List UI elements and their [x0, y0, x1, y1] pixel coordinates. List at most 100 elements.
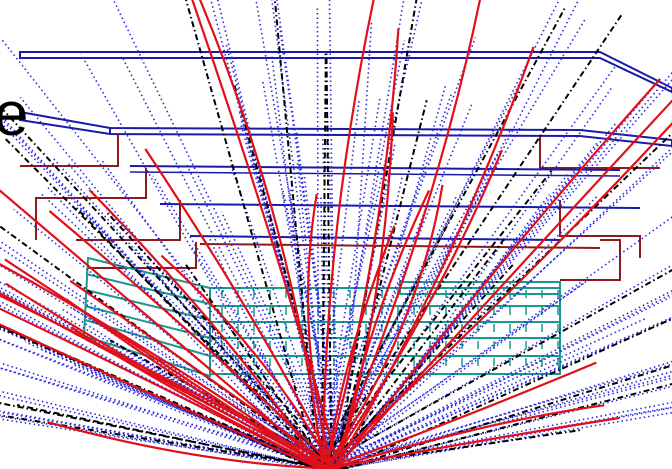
blue-dotted-track: [330, 146, 672, 469]
blue-dotted-track: [315, 317, 647, 469]
red-solid-track: [322, 0, 375, 469]
red-solid-track: [326, 149, 504, 469]
blue-dotted-track: [191, 246, 334, 469]
blue-dotted-track: [325, 0, 405, 469]
blue-dotted-track: [319, 40, 406, 469]
blue-dotted-track: [112, 0, 341, 469]
blue-dotted-track: [0, 246, 337, 469]
blue-dotted-track: [330, 121, 618, 469]
blue-dotted-track: [0, 38, 342, 469]
blue-dotted-track: [336, 128, 512, 469]
blue-dotted-track: [331, 143, 396, 469]
blue-dotted-track: [317, 264, 672, 469]
blue-dotted-track: [321, 289, 672, 469]
blue-dotted-track: [342, 20, 373, 469]
red-solid-track: [333, 99, 672, 469]
red-solid-track: [329, 0, 481, 469]
black-dashdot-track: [325, 50, 333, 469]
black-dashdot-track: [340, 317, 672, 469]
blue-dotted-track: [13, 208, 333, 469]
blue-dotted-track: [316, 91, 453, 469]
blue-dotted-track: [125, 321, 341, 469]
red-solid-track: [324, 184, 444, 469]
blue-dotted-track: [326, 346, 594, 469]
upper-plate: [19, 110, 672, 148]
black-dashdot-track: [314, 269, 672, 469]
black-dashdot-track: [105, 210, 345, 469]
blue-dotted-track: [0, 113, 320, 469]
black-dashdot-track: [316, 13, 624, 469]
blue-dotted-track: [314, 0, 423, 469]
red-solid-track: [88, 189, 321, 469]
blue-dotted-track: [121, 56, 333, 469]
red-solid-track: [47, 421, 340, 469]
blue-dotted-track: [225, 42, 337, 469]
blue-dotted-track: [321, 0, 560, 469]
red-solid-track: [326, 225, 396, 469]
blue-dotted-track: [314, 17, 587, 469]
red-solid-track: [191, 0, 341, 469]
blue-dotted-track: [314, 100, 360, 469]
blue-dotted-track: [327, 316, 672, 469]
black-dashdot-track: [341, 364, 672, 469]
red-solid-track: [327, 416, 620, 469]
blue-dotted-track: [0, 339, 323, 469]
black-dashdot-track: [0, 414, 334, 469]
blue-dotted-track: [0, 411, 333, 469]
red-solid-track: [324, 28, 400, 469]
red-solid-track: [69, 279, 337, 469]
red-solid-track: [160, 254, 335, 469]
red-solid-track: [328, 404, 605, 469]
blue-dotted-track: [0, 281, 341, 469]
red-solid-track: [144, 148, 337, 469]
blue-dotted-track: [281, 188, 346, 469]
blue-dotted-track: [0, 116, 321, 469]
black-dashdot-track: [327, 237, 506, 469]
blue-dotted-track: [330, 140, 599, 469]
blue-dotted-track: [342, 174, 569, 469]
blue-dotted-track: [328, 0, 337, 469]
blue-dotted-track: [294, 125, 340, 469]
red-solid-track: [333, 46, 535, 469]
blue-dotted-track: [25, 341, 320, 469]
black-dashdot-track: [314, 7, 566, 469]
blue-dotted-track: [322, 296, 671, 469]
top-plate: [19, 51, 672, 94]
blue-dotted-track: [322, 66, 616, 469]
blue-dotted-track: [0, 367, 330, 469]
blue-dotted-track: [255, 0, 338, 469]
blue-dotted-track: [296, 161, 331, 469]
blue-dotted-track: [0, 395, 326, 469]
blue-dotted-track: [0, 240, 335, 469]
cropped-title-text: e: [0, 80, 29, 149]
blue-dotted-track: [133, 246, 326, 469]
red-solid-track: [48, 210, 338, 469]
black-dashdot-track: [233, 84, 340, 469]
blue-dotted-track: [0, 338, 333, 469]
blue-dotted-track: [343, 87, 613, 469]
black-dashdot-track: [320, 59, 327, 469]
stepped-support-right: [539, 136, 660, 281]
blue-dotted-track: [80, 53, 318, 469]
blue-dotted-track: [327, 360, 672, 469]
blue-dotted-track: [282, 194, 345, 469]
blue-dotted-track: [326, 293, 672, 469]
black-dashdot-track: [326, 263, 515, 469]
blue-dotted-track: [152, 175, 332, 469]
blue-dotted-track: [0, 290, 336, 469]
red-solid-track: [0, 323, 323, 469]
red-solid-track: [0, 263, 325, 469]
blue-dotted-track: [185, 162, 338, 469]
red-solid-track: [322, 361, 597, 469]
red-solid-track: [334, 78, 661, 469]
red-solid-track: [0, 294, 339, 469]
black-dashdot-track: [185, 264, 330, 469]
red-solid-track: [336, 190, 430, 469]
black-dashdot-track: [0, 402, 329, 469]
black-dashdot-track: [16, 404, 325, 469]
blue-dotted-track: [336, 83, 447, 469]
blue-dotted-track: [319, 363, 672, 469]
red-solid-track: [198, 0, 325, 469]
